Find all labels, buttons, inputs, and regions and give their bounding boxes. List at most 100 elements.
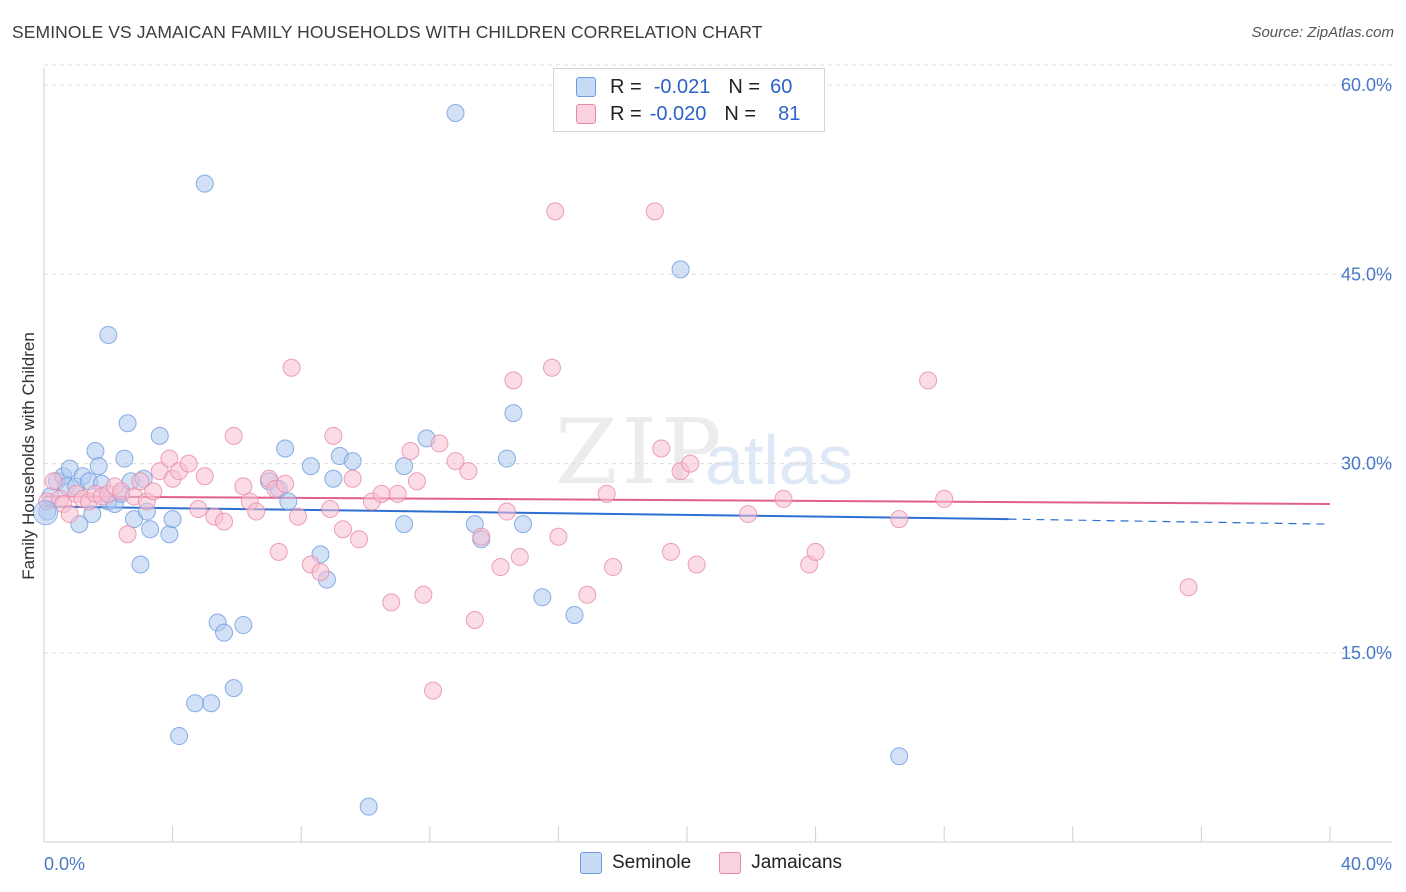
y-tick-label: 45.0% <box>1341 264 1392 284</box>
jamaicans-point <box>276 474 295 493</box>
jamaicans-point <box>179 454 198 473</box>
legend-row-jamaicans: R = -0.020 N = 81 <box>576 101 800 127</box>
legend-r-value: -0.020 <box>649 102 707 125</box>
jamaicans-point <box>324 426 343 445</box>
seminole-point <box>301 457 320 476</box>
seminole-point <box>99 325 118 344</box>
watermark-zip: ZIP <box>555 400 726 505</box>
jamaicans-point <box>333 520 352 539</box>
legend-n-value: 81 <box>778 102 801 125</box>
seminole-point <box>160 525 179 544</box>
seminole-point <box>202 694 221 713</box>
series-label-jamaicans: Jamaicans <box>751 852 843 873</box>
seminole-point <box>170 727 189 746</box>
jamaicans-point <box>311 563 330 582</box>
jamaicans-point <box>44 472 63 491</box>
seminole-point <box>86 442 105 460</box>
seminole-point <box>224 679 243 698</box>
series-legend: Seminole Jamaicans <box>580 852 870 874</box>
legend-r-label: R = <box>610 75 642 98</box>
jamaicans-point <box>446 452 465 471</box>
jamaicans-point <box>131 472 150 491</box>
seminole-point <box>131 555 150 574</box>
seminole-point <box>215 623 234 642</box>
jamaicans-point <box>407 472 426 491</box>
trend-lines <box>43 495 1331 525</box>
axes <box>43 68 1392 843</box>
jamaicans-point <box>465 611 484 630</box>
jamaicans-point <box>401 442 420 460</box>
watermark-atlas: atlas <box>705 421 853 499</box>
y-tick-label: 60.0% <box>1341 75 1392 95</box>
jamaicans-point <box>597 484 616 503</box>
legend-n-label: N = <box>728 75 761 98</box>
jamaicans-point <box>160 449 179 468</box>
seminole-point <box>186 694 205 713</box>
series-swatch-seminole <box>580 852 602 874</box>
seminole-point <box>118 414 137 433</box>
seminole-point <box>279 492 298 511</box>
jamaicans-point <box>774 489 793 508</box>
jamaicans-point <box>372 484 391 503</box>
jamaicans-point <box>60 505 79 524</box>
jamaicans-point <box>687 555 706 574</box>
legend-row-seminole: R = -0.021 N = 60 <box>576 74 792 100</box>
jamaicans-point <box>430 434 449 453</box>
jamaicans-point <box>806 542 825 561</box>
jamaicans-point <box>491 558 510 577</box>
legend-swatch-jamaicans <box>576 104 596 124</box>
seminole-point <box>115 449 134 468</box>
seminole-point <box>234 616 253 635</box>
jamaicans-point <box>681 454 700 473</box>
jamaicans-point <box>497 502 516 521</box>
seminole-point <box>343 452 362 471</box>
jamaicans-point <box>1179 578 1198 597</box>
jamaicans-point <box>388 484 407 503</box>
jamaicans-point <box>739 505 758 524</box>
legend-r-label: R = <box>610 102 642 125</box>
seminole-point <box>514 515 533 534</box>
series-swatch-jamaicans <box>719 852 742 874</box>
series-label-seminole: Seminole <box>612 852 692 873</box>
jamaicans-point <box>282 358 301 377</box>
y-tick-label: 30.0% <box>1341 454 1392 474</box>
jamaicans-point <box>382 593 401 612</box>
jamaicans-point <box>578 585 597 604</box>
jamaicans-point <box>195 467 214 486</box>
jamaicans-point <box>269 542 288 561</box>
seminole-point <box>395 457 414 476</box>
seminole-point <box>446 103 465 122</box>
seminole-point <box>359 797 378 816</box>
jamaicans-point <box>247 502 266 521</box>
jamaicans-point <box>546 202 565 221</box>
x-tick-label: 0.0% <box>44 854 85 874</box>
seminole-point <box>504 404 523 423</box>
seminole-point <box>671 260 690 279</box>
data-points <box>33 103 1198 816</box>
legend-r-value: -0.021 <box>653 75 711 98</box>
seminole-point <box>565 605 584 624</box>
series-legend-seminole: Seminole <box>580 852 691 874</box>
seminole-point <box>497 449 516 468</box>
jamaicans-point <box>224 426 243 445</box>
y-tick-label: 15.0% <box>1341 643 1392 663</box>
jamaicans-point <box>343 469 362 488</box>
jamaicans-point <box>459 462 478 481</box>
seminole-point <box>150 426 169 445</box>
jamaicans-point <box>321 500 340 519</box>
seminole-point <box>163 510 182 529</box>
jamaicans-point <box>919 371 938 390</box>
seminole-point <box>195 174 214 193</box>
jamaicans-point <box>504 371 523 390</box>
series-legend-jamaicans: Jamaicans <box>719 852 842 874</box>
stats-legend: R = -0.021 N = 60 R = -0.020 N = 81 <box>553 68 825 132</box>
jamaicans-point <box>890 510 909 529</box>
jamaicans-point <box>935 489 954 508</box>
legend-n-label: N = <box>724 102 757 125</box>
jamaicans-point <box>288 507 307 526</box>
jamaicans-point <box>189 500 208 519</box>
jamaicans-point <box>472 527 491 546</box>
legend-swatch-seminole <box>576 77 596 97</box>
seminole-point <box>395 515 414 534</box>
